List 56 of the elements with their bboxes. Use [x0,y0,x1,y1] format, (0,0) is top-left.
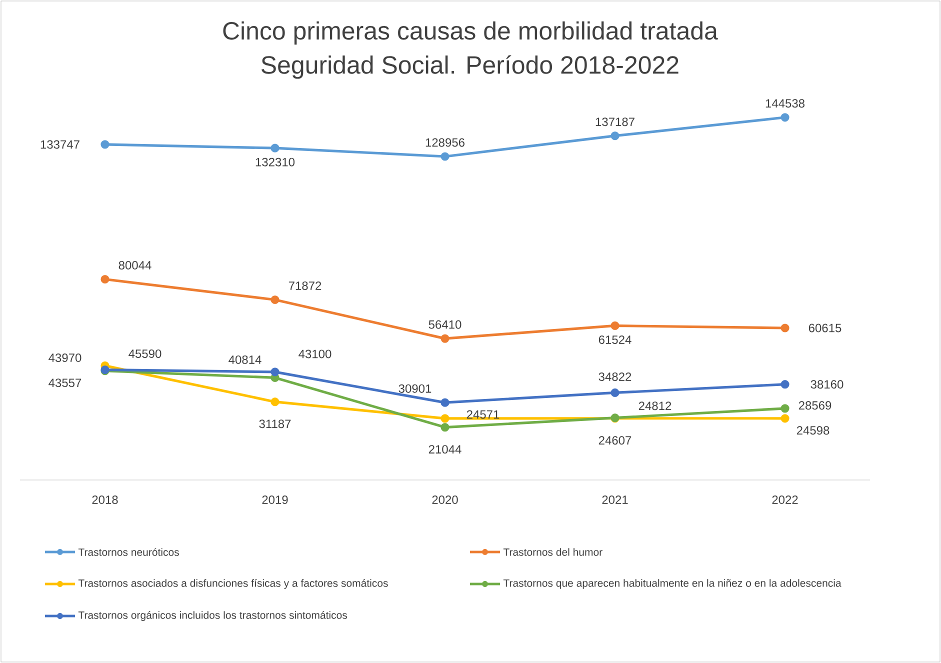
legend-label: Trastornos del humor [503,548,602,556]
data-label: 34822 [598,372,632,381]
x-tick-label: 2021 [602,496,628,504]
chart-subtitle: Seguridad Social. Período 2018-2022 [261,55,678,79]
legend-label: Trastornos orgánicos incluidos los trastornos sintomáticos [78,611,348,621]
data-label: 71872 [288,282,322,290]
point [270,144,280,152]
point [270,295,280,304]
point [780,404,790,413]
x-tick-label: 2022 [772,496,798,504]
data-label: 132310 [256,158,295,166]
data-label: 128956 [426,138,464,147]
data-label: 38160 [810,380,844,389]
legend-label: Trastornos asociados a disfunciones físicas y a factores somáticos [78,579,388,589]
point [780,414,790,423]
point [610,132,620,140]
data-label: 137187 [596,118,634,126]
point [440,423,450,432]
data-label: 24598 [796,426,830,435]
x-tick-label: 2019 [262,496,288,504]
point [610,321,620,330]
point [270,368,280,376]
data-label: 43557 [48,378,82,388]
point [440,414,450,423]
data-label: 43100 [298,350,332,358]
chart-title: Cinco primeras causas de morbilidad tratada [223,21,718,45]
data-label: 133747 [40,140,80,149]
data-label: 43970 [48,354,82,362]
x-tick-label: 2018 [92,496,118,504]
data-label: 45590 [128,349,162,358]
point [780,324,790,332]
data-label: 31187 [259,420,291,428]
point [440,398,450,407]
data-label: 144538 [766,99,804,108]
data-label: 28569 [798,401,832,410]
legend-label: Trastornos neuróticos [78,548,179,556]
data-label: 80044 [118,261,152,270]
x-tick-label: 2020 [432,496,458,504]
point [270,398,280,406]
data-label: 60615 [808,324,842,332]
data-label: 24812 [638,402,672,410]
data-label: 40814 [228,355,262,364]
point [100,140,110,149]
point [780,113,790,122]
data-label: 24607 [598,436,632,445]
point [780,380,790,389]
data-label: 24571 [466,410,500,419]
point [610,388,620,398]
point [440,152,450,161]
data-label: 61524 [598,335,632,344]
legend-label: Trastornos que aparecen habitualmente en la niñez o en la adolescencia [503,579,842,589]
data-label: 56410 [428,320,462,329]
data-label: 21044 [428,445,462,454]
point [100,274,110,284]
data-label: 30901 [398,384,432,393]
point [440,334,450,343]
